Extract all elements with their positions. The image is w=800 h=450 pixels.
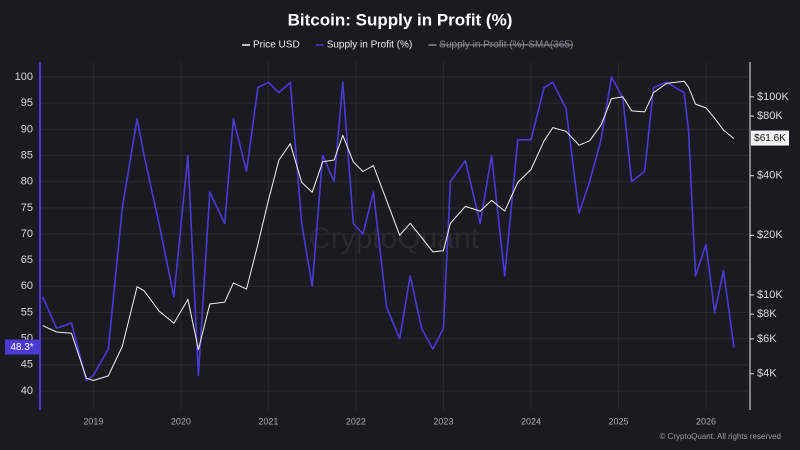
legend-label: Price USD <box>253 40 300 51</box>
watermark: CryptoQuant <box>309 222 480 255</box>
value-badge-label: 48.3* <box>10 342 33 353</box>
y-tick-label: 90 <box>21 123 33 135</box>
y2-tick-label: $20K <box>757 229 783 241</box>
legend: Price USD Supply in Profit (%) Supply in P… <box>242 40 573 51</box>
x-tick-label: 2023 <box>433 416 453 426</box>
y-tick-label: 65 <box>21 254 33 266</box>
y2-tick-label: $40K <box>757 170 783 182</box>
x-tick-label: 2021 <box>258 416 278 426</box>
chart-title: Bitcoin: Supply in Profit (%) <box>288 10 513 29</box>
y-tick-label: 45 <box>21 359 33 371</box>
y-tick-label: 40 <box>21 385 33 397</box>
x-tick-label: 2020 <box>171 416 191 426</box>
legend-label: Supply in Profit (%) <box>327 40 413 51</box>
series-line <box>42 80 735 381</box>
y-tick-label: 60 <box>21 280 33 292</box>
y-tick-label: 70 <box>21 228 33 240</box>
series-line <box>41 76 735 382</box>
x-tick-label: 2026 <box>696 416 716 426</box>
y-tick-label: 95 <box>21 97 33 109</box>
y2-tick-label: $6K <box>757 333 777 345</box>
value-badge-label: $61.6K <box>754 133 786 144</box>
y2-tick-label: $80K <box>757 110 783 122</box>
footer: © CryptoQuant. All rights reserved <box>660 432 782 441</box>
x-tick-label: 2025 <box>608 416 628 426</box>
x-tick-label: 2019 <box>83 416 103 426</box>
y-tick-label: 55 <box>21 306 33 318</box>
value-badge <box>5 339 39 355</box>
y2-tick-label: $4K <box>757 368 777 380</box>
y-tick-label: 75 <box>21 202 33 214</box>
x-tick-label: 2022 <box>346 416 366 426</box>
value-badge <box>751 130 789 146</box>
y2-tick-label: $100K <box>757 91 789 103</box>
y-tick-label: 85 <box>21 149 33 161</box>
legend-label: Supply in Profit (%)-SMA(365) <box>439 40 573 51</box>
y-tick-label: 80 <box>21 176 33 188</box>
y-tick-label: 100 <box>15 71 33 83</box>
y2-tick-label: $10K <box>757 289 783 301</box>
y2-tick-label: $8K <box>757 308 777 320</box>
x-tick-label: 2024 <box>521 416 541 426</box>
